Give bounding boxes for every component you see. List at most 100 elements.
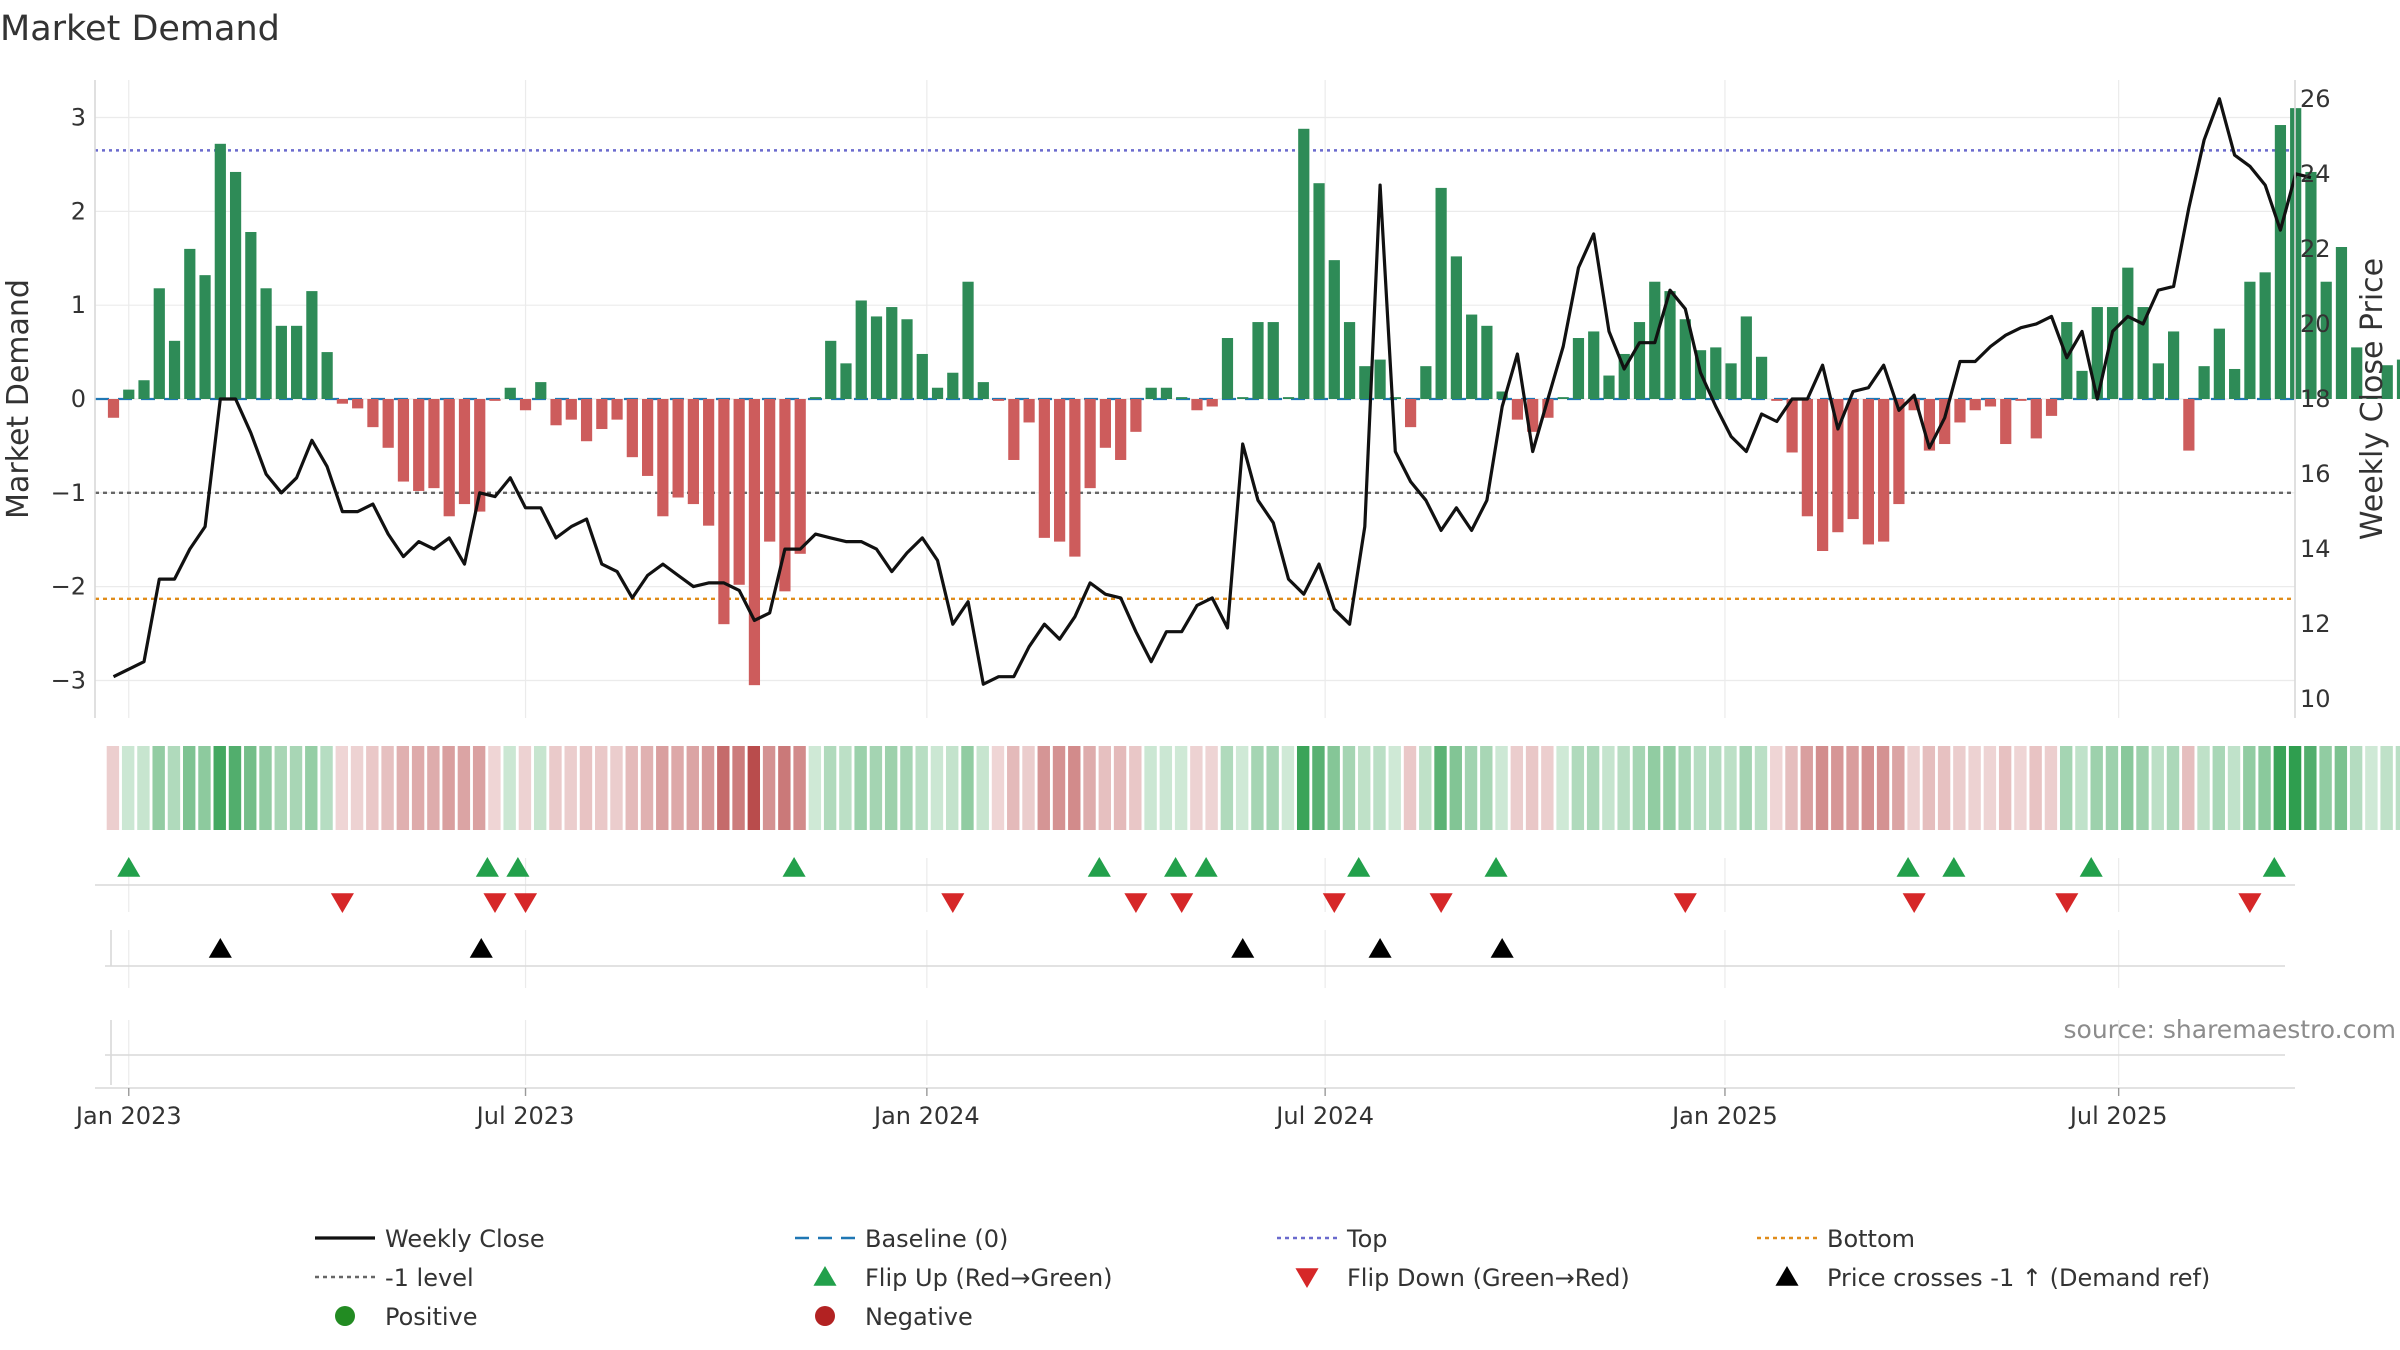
heat-cell — [1327, 746, 1340, 830]
heat-cell — [1296, 746, 1310, 830]
heat-cell — [793, 746, 806, 830]
flip-up-marker — [1484, 857, 1508, 877]
legend-swatch — [1775, 1266, 1799, 1286]
heat-cell — [1495, 746, 1508, 830]
demand-bar — [1267, 322, 1279, 399]
demand-bar — [321, 352, 333, 399]
demand-bar — [580, 399, 593, 442]
demand-bar — [1450, 256, 1462, 399]
flip-down-marker — [941, 893, 965, 913]
demand-bar — [413, 399, 425, 491]
flip-down-marker — [1429, 893, 1453, 913]
x-tick-label: Jul 2025 — [2068, 1102, 2168, 1130]
flip-up-marker — [2079, 857, 2103, 877]
demand-bar — [1603, 375, 1615, 399]
demand-bar — [1359, 366, 1371, 399]
y-tick-label-right: 10 — [2300, 685, 2331, 713]
heat-cell — [808, 746, 822, 830]
demand-bar — [2396, 359, 2400, 399]
heat-cell — [1739, 746, 1752, 830]
demand-bar — [1771, 399, 1783, 401]
demand-bar — [260, 288, 272, 399]
heat-cell — [1663, 746, 1676, 830]
demand-bar — [1191, 399, 1203, 411]
legend-swatch — [1295, 1268, 1319, 1288]
demand-bar — [1420, 366, 1432, 399]
heat-cell — [1831, 746, 1844, 830]
demand-bar — [352, 399, 364, 409]
heat-cell — [244, 746, 257, 830]
y-tick-label-left: −1 — [51, 479, 86, 507]
chart-title: Market Demand — [0, 9, 280, 49]
heat-cell — [152, 746, 165, 830]
demand-bar — [855, 300, 867, 399]
heat-cell — [2136, 746, 2149, 830]
demand-bar — [687, 399, 699, 505]
y-tick-label-left: 2 — [71, 197, 86, 225]
demand-bar — [1008, 399, 1020, 460]
heat-cell — [1892, 746, 1905, 830]
heat-cell — [411, 746, 425, 830]
legend-label: Negative — [865, 1303, 973, 1331]
demand-bar — [2000, 399, 2012, 445]
heat-cell — [442, 746, 455, 830]
x-tick-label: Jan 2025 — [1670, 1102, 1778, 1130]
demand-bar — [2152, 363, 2164, 399]
heat-cell — [2304, 746, 2317, 830]
y-tick-label-right: 22 — [2300, 235, 2331, 263]
heat-cell — [946, 746, 959, 830]
heat-cell — [549, 746, 562, 830]
demand-bar — [1801, 399, 1813, 517]
demand-bar — [886, 307, 898, 399]
heat-cell — [2349, 746, 2363, 830]
demand-bar — [1618, 353, 1630, 399]
heat-cell — [1571, 746, 1585, 830]
flip-markers-panel — [95, 857, 2295, 913]
heat-cell — [1632, 746, 1646, 830]
heat-cell — [1709, 746, 1722, 830]
legend-label: Positive — [385, 1303, 478, 1331]
heat-cell — [1586, 746, 1600, 830]
demand-bar — [2366, 397, 2378, 399]
heat-cell — [976, 746, 989, 830]
demand-bar — [2259, 272, 2271, 399]
demand-bar — [2229, 368, 2241, 399]
heat-cell — [1937, 746, 1951, 830]
demand-bar — [199, 275, 211, 399]
demand-bar — [1664, 291, 1676, 399]
heat-cell — [2075, 746, 2088, 830]
demand-bar — [1496, 391, 1508, 399]
flip-down-marker — [483, 893, 507, 913]
heat-cell — [366, 746, 379, 830]
demand-bar — [382, 399, 394, 448]
heat-cell — [2258, 746, 2271, 830]
heat-cell — [930, 746, 944, 830]
x-tick-label: Jul 2023 — [475, 1102, 575, 1130]
heat-cell — [167, 746, 181, 830]
demand-bar — [2122, 267, 2134, 399]
demand-bar — [458, 399, 471, 505]
heat-cell — [472, 746, 486, 830]
demand-bar — [2061, 322, 2073, 399]
demand-bar — [2045, 399, 2058, 416]
heat-cell — [1510, 746, 1524, 830]
demand-bar — [1527, 399, 1539, 432]
heat-cell — [915, 746, 928, 830]
heat-cell — [2319, 746, 2332, 830]
heat-cell — [1007, 746, 1020, 830]
demand-bar — [184, 248, 196, 399]
flip-up-marker — [1942, 857, 1966, 877]
heat-cell — [656, 746, 669, 830]
y-tick-label-left: −2 — [51, 573, 86, 601]
demand-bar — [2183, 399, 2195, 451]
demand-bar — [1130, 399, 1142, 432]
demand-bar — [2213, 328, 2225, 399]
demand-bar — [107, 399, 120, 418]
heat-cell — [381, 746, 394, 830]
heat-cell — [1068, 746, 1081, 830]
heat-cell — [2014, 746, 2027, 830]
heat-cell — [1602, 746, 1615, 830]
demand-bar — [1343, 322, 1356, 399]
x-tick-label: Jul 2024 — [1274, 1102, 1374, 1130]
heat-cell — [1434, 746, 1447, 830]
